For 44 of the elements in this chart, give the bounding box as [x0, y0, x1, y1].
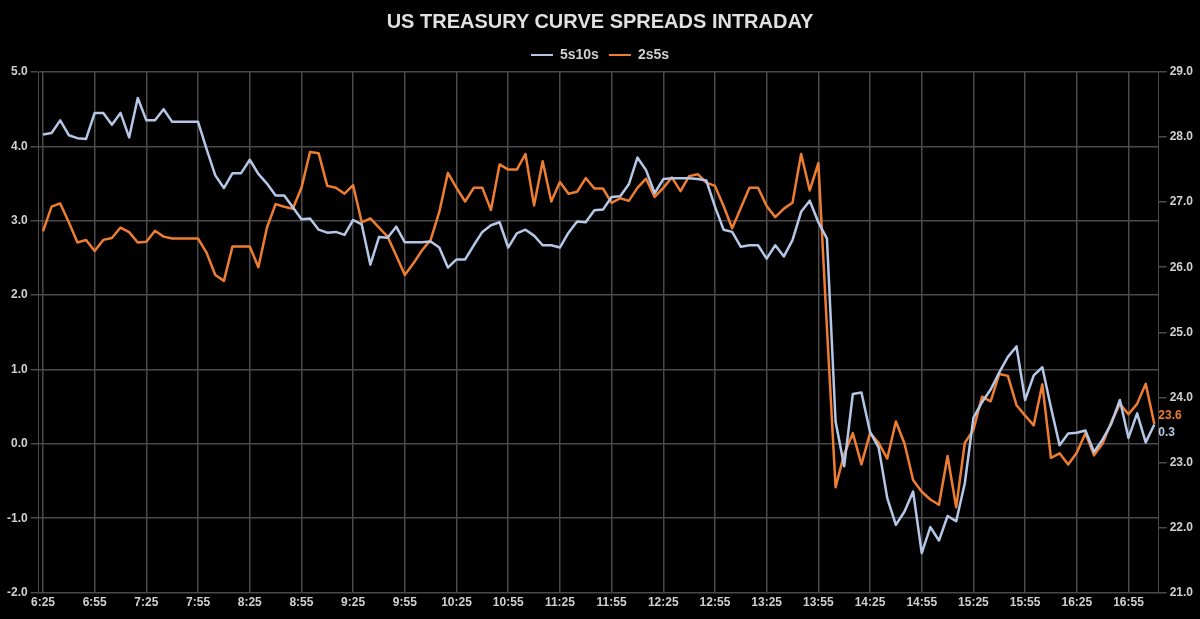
x-tick-label: 12:55	[699, 595, 731, 610]
y-tick-label: 4.0	[10, 138, 28, 153]
y2-tick-label: 24.0	[1169, 389, 1194, 404]
x-tick-label: 10:55	[492, 595, 524, 610]
x-tick-label: 15:55	[1009, 595, 1041, 610]
x-tick-label: 16:55	[1113, 595, 1145, 610]
annotation: 0.3	[1158, 424, 1176, 439]
y-tick-label: -2.0	[6, 584, 28, 599]
y2-tick-label: 25.0	[1169, 324, 1194, 339]
y-tick-label: -1.0	[6, 510, 28, 525]
x-tick-label: 16:25	[1061, 595, 1093, 610]
x-tick-label: 9:25	[341, 595, 366, 610]
legend-label: 2s5s	[637, 45, 670, 62]
annotation: 23.6	[1158, 408, 1183, 423]
y2-tick-label: 23.0	[1169, 454, 1194, 469]
x-tick-label: 14:25	[854, 595, 886, 610]
x-tick-label: 11:25	[544, 595, 576, 610]
y2-tick-label: 29.0	[1169, 64, 1194, 79]
x-tick-label: 8:25	[237, 595, 263, 610]
x-tick-label: 12:25	[647, 595, 679, 610]
x-tick-label: 9:55	[392, 595, 418, 610]
x-tick-label: 13:55	[803, 595, 835, 610]
x-tick-label: 13:25	[751, 595, 783, 610]
y2-tick-label: 22.0	[1169, 519, 1194, 534]
y2-tick-label: 28.0	[1169, 129, 1194, 144]
y2-tick-label: 27.0	[1169, 194, 1194, 209]
y2-tick-label: 21.0	[1169, 584, 1194, 599]
y-tick-label: 5.0	[10, 64, 28, 79]
y-tick-label: 0.0	[10, 436, 28, 451]
chart-title: US TREASURY CURVE SPREADS INTRADAY	[386, 9, 815, 32]
y2-tick-label: 26.0	[1169, 259, 1194, 274]
x-tick-label: 6:25	[30, 595, 56, 610]
y-tick-label: 3.0	[10, 213, 28, 228]
x-tick-label: 11:55	[596, 595, 627, 610]
x-tick-label: 15:25	[958, 595, 990, 610]
y-tick-label: 1.0	[10, 361, 28, 376]
x-tick-label: 7:55	[186, 595, 211, 610]
y-tick-label: 2.0	[10, 287, 28, 302]
x-tick-label: 8:55	[289, 595, 314, 610]
x-tick-label: 10:25	[441, 595, 473, 610]
x-tick-label: 7:25	[134, 595, 159, 610]
x-tick-label: 6:55	[82, 595, 107, 610]
x-tick-label: 14:55	[906, 595, 938, 610]
legend-label: 5s10s	[559, 45, 600, 62]
